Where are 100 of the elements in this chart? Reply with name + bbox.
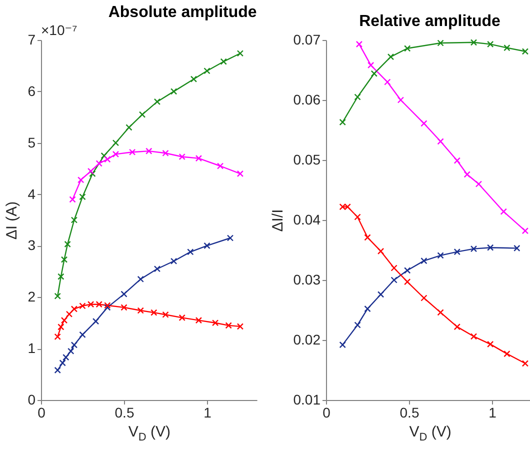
point — [54, 333, 61, 340]
y-axis-title: ΔI (A) — [4, 201, 21, 240]
point — [190, 76, 198, 82]
point — [404, 45, 411, 52]
chart-title: Relative amplitude — [359, 13, 501, 30]
y-tick-label: 4 — [28, 186, 36, 202]
y-tick-label: 0.04 — [293, 212, 321, 228]
point — [225, 322, 232, 329]
point — [354, 214, 361, 220]
point — [437, 138, 444, 145]
point — [68, 348, 74, 354]
point — [162, 311, 169, 318]
point — [236, 50, 244, 57]
point — [146, 148, 152, 154]
point — [104, 156, 111, 163]
point — [454, 323, 460, 330]
point — [514, 244, 520, 252]
point — [69, 196, 76, 203]
point — [390, 264, 398, 272]
point — [126, 124, 132, 131]
point — [138, 111, 146, 118]
point — [464, 171, 470, 178]
point — [87, 168, 94, 174]
x-tick-label: 0.5 — [400, 404, 420, 420]
point — [204, 242, 210, 250]
x-tick-label: 1 — [204, 404, 212, 420]
x-tick-label: 0.5 — [114, 404, 134, 420]
point — [384, 78, 391, 86]
point — [437, 40, 444, 46]
point — [367, 62, 374, 69]
point — [112, 150, 120, 158]
point — [137, 307, 144, 314]
point — [339, 341, 346, 348]
point — [120, 290, 128, 298]
point — [390, 276, 398, 284]
x-tick-label: 1 — [488, 404, 497, 420]
y-tick-label: 0.02 — [293, 332, 321, 348]
x-tick-label: 0 — [38, 404, 46, 420]
point — [504, 350, 510, 358]
point — [216, 162, 224, 170]
point — [377, 291, 384, 298]
point — [470, 245, 478, 252]
text: ×10⁻⁷ — [41, 22, 78, 38]
point — [354, 94, 361, 100]
point — [64, 240, 71, 248]
point — [128, 148, 136, 156]
point — [60, 316, 68, 324]
y-axis-title: ΔI/I — [269, 209, 286, 232]
point — [70, 216, 78, 224]
point — [137, 276, 144, 282]
point — [420, 120, 428, 127]
point — [522, 360, 529, 367]
point — [420, 257, 428, 264]
point — [58, 324, 64, 330]
point — [79, 302, 86, 310]
y-tick-label: 3 — [28, 237, 36, 254]
point — [404, 267, 411, 274]
point — [170, 258, 178, 264]
x-axis-title: V$_{D}$ (V) — [409, 424, 452, 444]
y-tick-label: 0.01 — [293, 392, 321, 408]
point — [150, 309, 158, 316]
point — [522, 227, 529, 234]
point — [78, 176, 84, 184]
y-tick-label: 0.06 — [293, 92, 321, 108]
point — [220, 58, 227, 65]
point — [487, 40, 494, 48]
point — [420, 294, 428, 302]
point — [54, 292, 61, 300]
point — [236, 170, 244, 178]
point — [79, 194, 86, 200]
y-tick-label: 6 — [28, 82, 36, 99]
point — [437, 309, 444, 316]
y-tick-label: 2 — [28, 288, 36, 305]
point — [504, 44, 510, 52]
point — [178, 153, 186, 160]
point — [92, 318, 100, 325]
point — [397, 96, 404, 104]
point — [370, 70, 378, 77]
y-tick-label: 1 — [28, 340, 36, 356]
point — [404, 278, 411, 286]
point — [475, 180, 482, 188]
point — [236, 323, 244, 330]
x-tick-label: 0 — [322, 404, 331, 420]
point — [470, 39, 478, 46]
point — [62, 354, 70, 361]
point — [364, 234, 371, 241]
point — [54, 366, 61, 374]
point — [100, 152, 108, 160]
y-tick-label: 0.05 — [293, 152, 321, 168]
point — [454, 248, 460, 256]
point — [70, 342, 78, 348]
point — [387, 53, 394, 60]
point — [354, 322, 361, 328]
point — [89, 170, 96, 178]
point — [60, 256, 68, 263]
point — [58, 273, 64, 280]
point — [339, 118, 346, 126]
point — [66, 310, 73, 318]
y-tick-label: 5 — [28, 134, 36, 150]
point — [96, 160, 102, 167]
